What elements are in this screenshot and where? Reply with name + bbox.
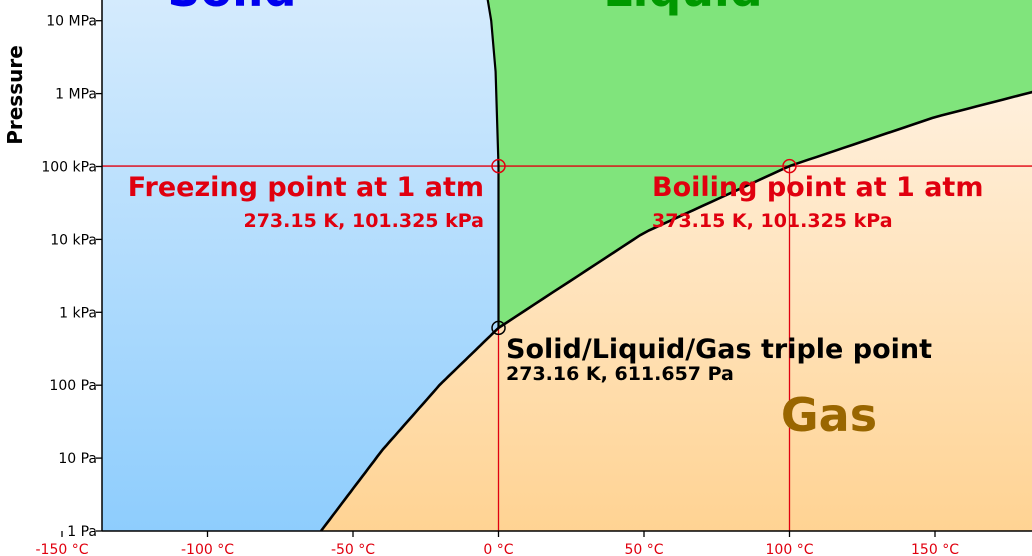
boiling-point-values: 373.15 K, 101.325 kPa — [652, 210, 893, 232]
boiling-point-marker — [782, 158, 797, 174]
y-tick-label: 10 Pa — [58, 451, 97, 467]
y-tick-label: 1 kPa — [59, 305, 97, 321]
solid-region — [102, 0, 499, 531]
freezing-point-marker — [491, 158, 506, 174]
triple-point-label: Solid/Liquid/Gas triple point — [506, 334, 932, 365]
melting-curve — [486, 0, 500, 328]
sublimation-curve — [319, 326, 500, 531]
vaporization-curve — [497, 90, 1032, 329]
boiling-point-label: Boiling point at 1 atm — [652, 172, 983, 203]
x-tick-label: -100 °C — [181, 542, 234, 556]
freezing-point-values: 273.15 K, 101.325 kPa — [243, 210, 484, 232]
solid-region-label: Solid — [167, 0, 296, 17]
y-tick-label: 10 MPa — [46, 14, 97, 30]
x-tick-label: 100 °C — [766, 542, 814, 556]
x-axis-ticks: -250 °C-200 °C-150 °C-100 °C-50 °C0 °C50… — [36, 531, 959, 556]
y-tick-label: 100 Pa — [49, 378, 97, 394]
freezing-point-label: Freezing point at 1 atm — [128, 172, 484, 203]
gas-region-label: Gas — [781, 388, 877, 442]
y-tick-label: 10 kPa — [50, 232, 97, 248]
x-tick-label: -50 °C — [331, 542, 375, 556]
liquid-region — [487, 0, 1032, 328]
x-tick-label: 50 °C — [624, 542, 663, 556]
y-tick-label: 100 kPa — [41, 160, 97, 176]
x-tick-label: 0 °C — [483, 542, 513, 556]
triple-point-marker — [491, 320, 506, 336]
y-tick-label: 1 MPa — [55, 87, 97, 103]
x-tick-label: 150 °C — [911, 542, 959, 556]
liquid-region-label: Liquid — [603, 0, 762, 17]
x-tick-label: -150 °C — [36, 542, 89, 556]
y-axis-ticks: 1 Pa 10 Pa 100 Pa 1 kPa 10 kPa 100 kPa 1 MPa 10… — [41, 14, 102, 540]
y-tick-label: 1 Pa — [67, 524, 97, 540]
triple-point-values: 273.16 K, 611.657 Pa — [506, 363, 734, 385]
y-axis-title: Pressure — [3, 45, 27, 145]
